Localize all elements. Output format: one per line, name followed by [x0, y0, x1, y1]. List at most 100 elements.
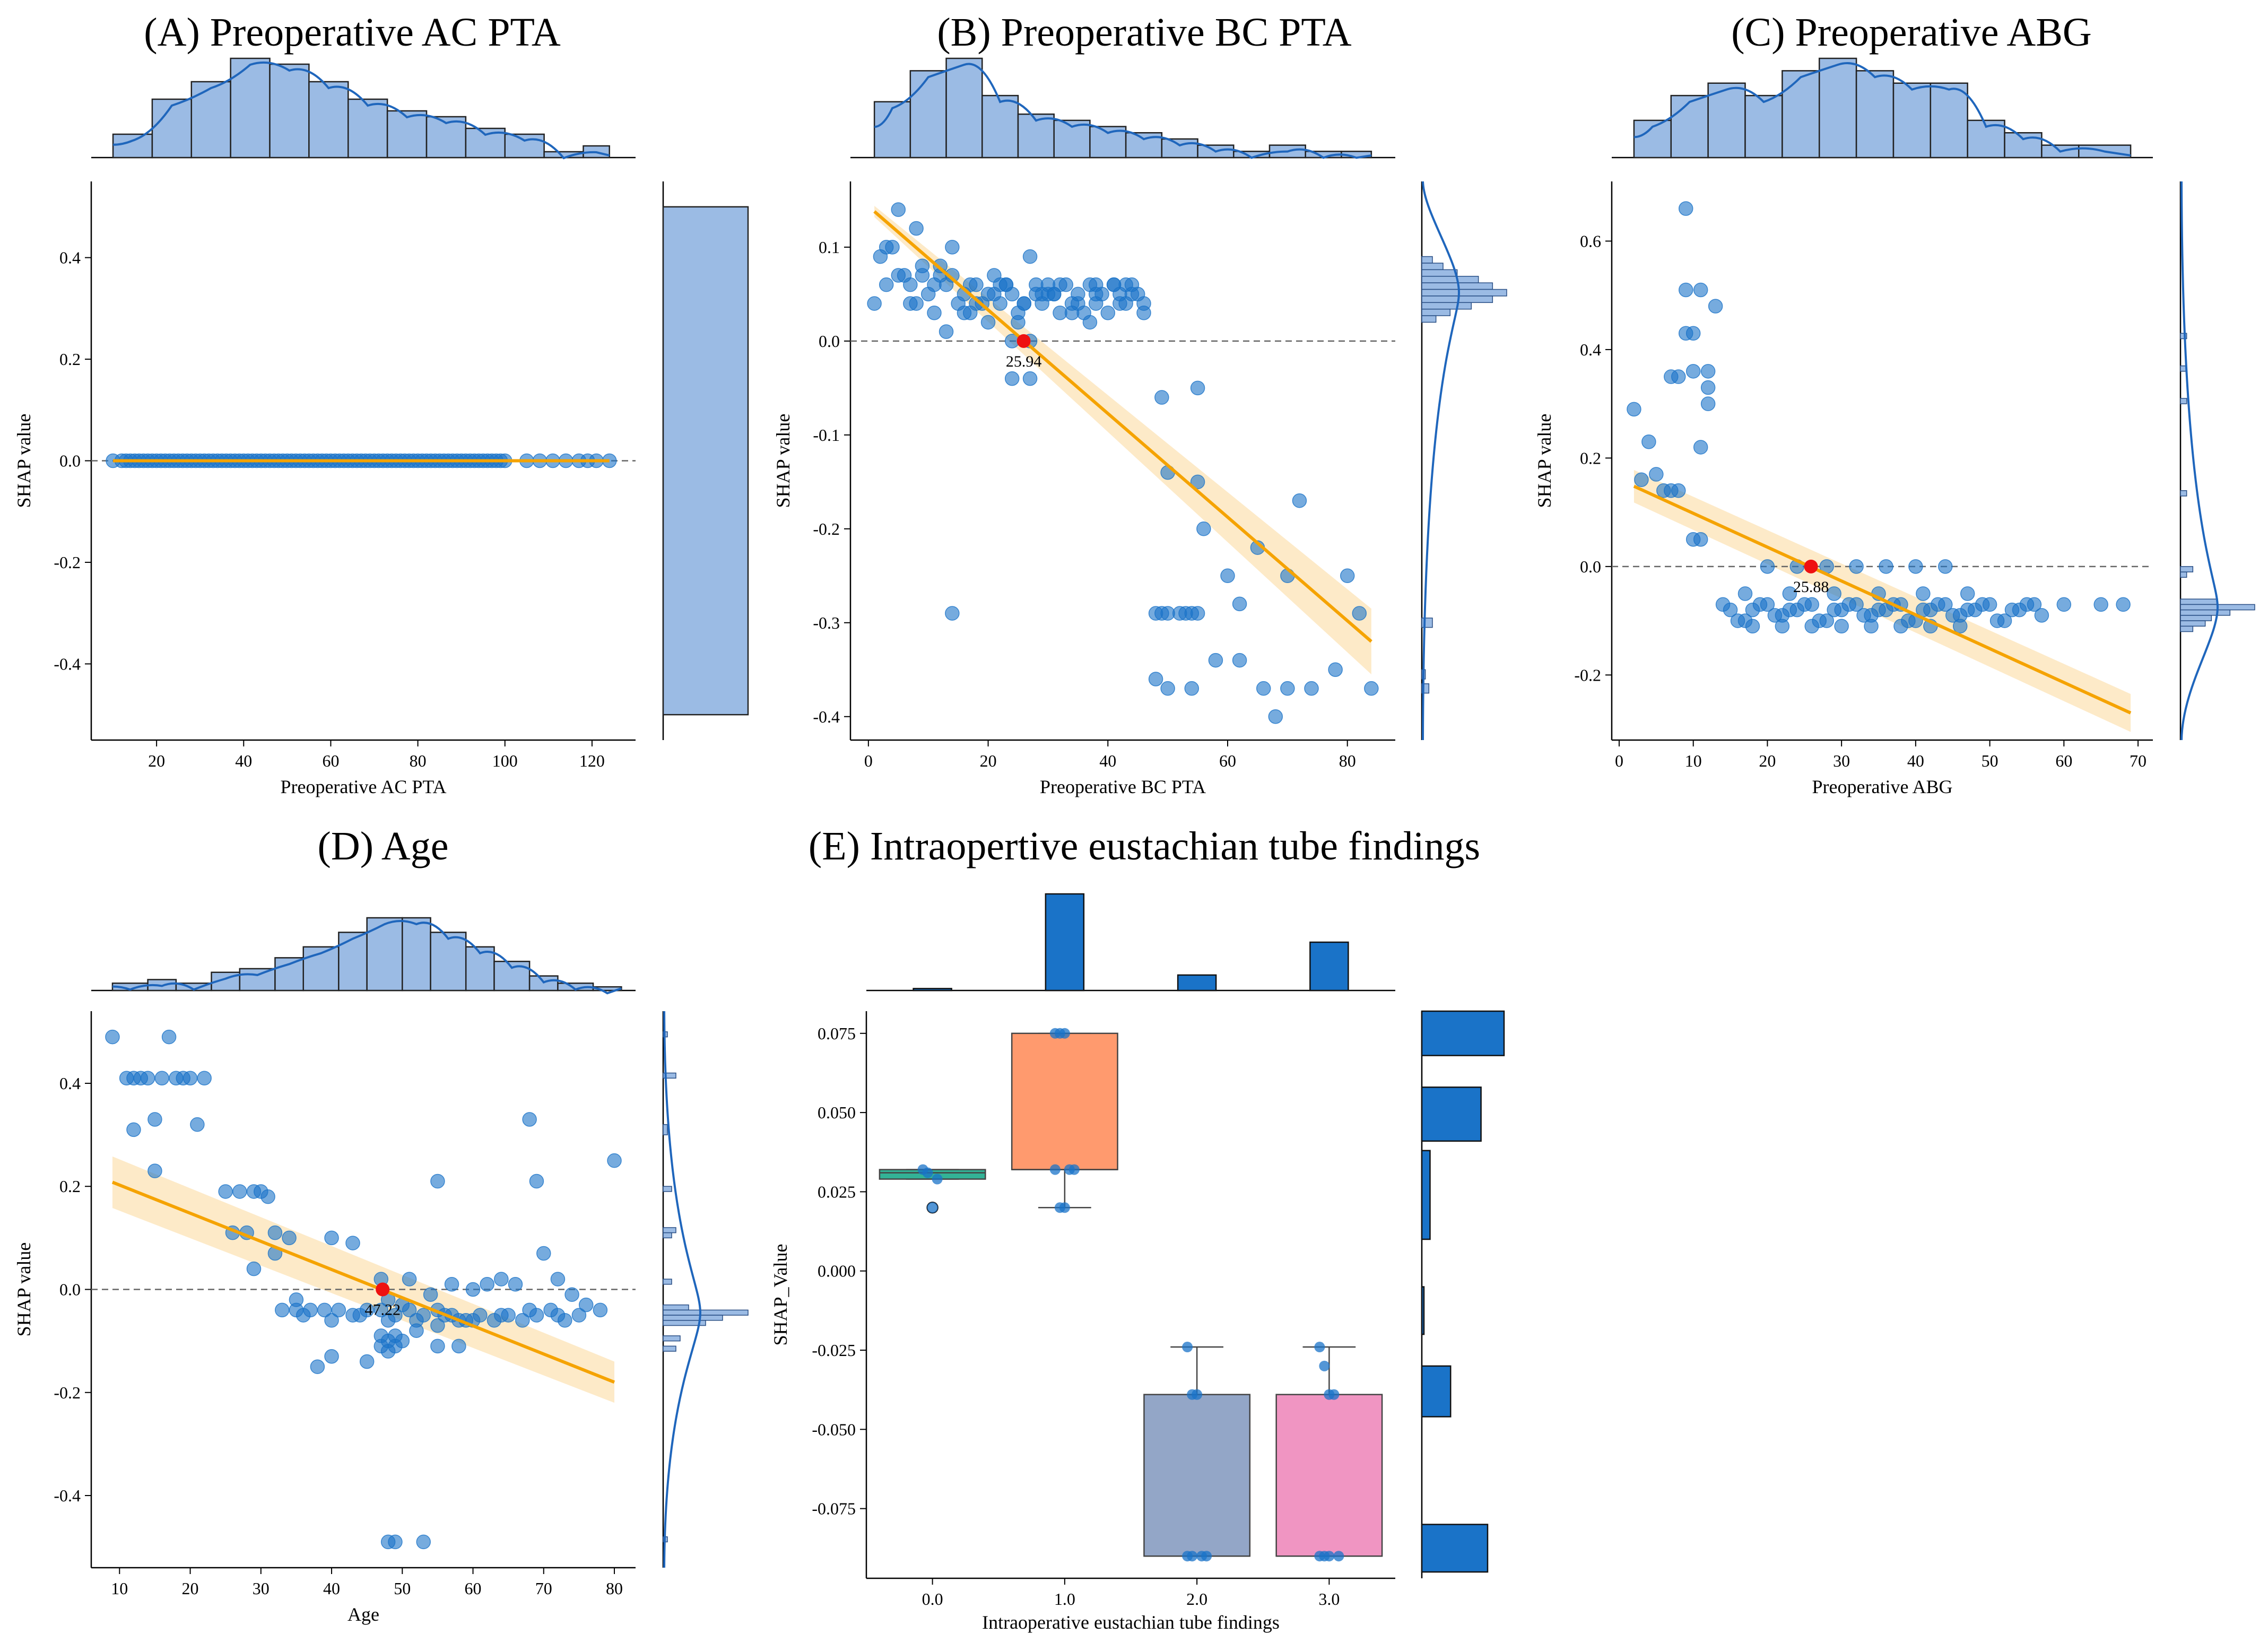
- x-tick-label: 20: [980, 751, 997, 770]
- scatter-point: [1752, 597, 1768, 612]
- y-tick-label: 0.075: [818, 1024, 856, 1043]
- scatter-point: [564, 1287, 579, 1302]
- scatter-point: [373, 1302, 389, 1318]
- scatter-point: [1678, 201, 1693, 216]
- strip-point: [922, 1167, 933, 1178]
- scatter-point: [909, 296, 924, 311]
- scatter-point: [1232, 596, 1247, 612]
- strip-point: [1319, 1360, 1330, 1371]
- right-hist-bar: [2180, 566, 2194, 572]
- scatter-point: [1827, 586, 1841, 601]
- right-hist-bar: [663, 1315, 723, 1321]
- top-kde-curve-A: [113, 61, 610, 160]
- y-tick-label: 0.4: [1580, 340, 1601, 359]
- y-tick-label: -0.4: [813, 707, 840, 726]
- y-tick-label: 0.0: [1580, 557, 1601, 576]
- scatter-point: [1160, 681, 1175, 696]
- scatter-point: [1685, 364, 1701, 379]
- right-hist-bar: [1421, 289, 1507, 297]
- top-hist-bar: [366, 917, 403, 992]
- x-tick-label: 3.0: [1318, 1589, 1340, 1609]
- right-hist-bar: [663, 1124, 668, 1135]
- intersection-label-C: 25.88: [1793, 578, 1829, 596]
- scatter-point: [1856, 608, 1871, 623]
- trend-line-D: [111, 1180, 615, 1384]
- scatter-point: [1280, 681, 1295, 696]
- scatter-point: [324, 1230, 339, 1246]
- top-hist-bar: [1892, 82, 1932, 159]
- top-hist-bar: [338, 932, 368, 992]
- scatter-point: [593, 1302, 608, 1318]
- strip-point: [1324, 1551, 1335, 1562]
- x-tick-label: 60: [1219, 751, 1236, 770]
- scatter-point: [140, 1071, 155, 1086]
- scatter-point: [1136, 306, 1151, 320]
- right-kde-curve-D: [663, 1011, 702, 1568]
- scatter-point: [927, 277, 942, 292]
- top-hist-bar: [528, 975, 559, 992]
- scatter-point: [126, 1122, 141, 1137]
- scatter-point: [1190, 606, 1205, 621]
- scatter-point: [480, 1277, 494, 1292]
- top-hist-bar: [239, 968, 276, 992]
- y-tick-label: 0.000: [818, 1262, 856, 1281]
- scatter-point: [1931, 597, 1945, 612]
- top-hist-bar: [112, 133, 153, 159]
- scatter-point: [1700, 364, 1716, 379]
- scatter-point: [154, 1071, 169, 1086]
- x-tick-label: 2.0: [1186, 1589, 1207, 1609]
- scatter-point: [909, 221, 924, 236]
- top-count-bar: [913, 988, 952, 992]
- top-hist-bar: [1818, 57, 1857, 159]
- scatter-point: [1022, 371, 1038, 386]
- scatter-point: [1184, 681, 1200, 696]
- y-tick-label: -0.075: [812, 1499, 856, 1518]
- right-hist-bar: [2180, 333, 2187, 340]
- y-tick-label: -0.2: [54, 1383, 81, 1402]
- top-count-bar: [1309, 941, 1349, 992]
- right-hist-bar: [2180, 490, 2187, 497]
- scatter-point: [430, 1174, 445, 1189]
- scatter-point: [218, 1184, 233, 1199]
- scatter-point: [296, 1308, 311, 1323]
- top-hist-bar: [493, 960, 531, 992]
- right-hist-bar: [2180, 398, 2187, 404]
- scatter-point: [147, 1163, 162, 1178]
- scatter-point: [345, 1236, 360, 1250]
- top-hist-bar: [1782, 70, 1820, 159]
- scatter-point: [993, 277, 1007, 292]
- strip-point: [1059, 1202, 1070, 1213]
- x-tick-label: 80: [1339, 751, 1356, 770]
- scatter-point: [550, 1272, 566, 1287]
- top-hist-bar: [1707, 82, 1746, 159]
- x-tick-label: 70: [535, 1579, 552, 1598]
- y-tick-label: -0.4: [54, 1486, 81, 1505]
- scatter-point: [1938, 559, 1953, 574]
- y-tick-label: -0.2: [813, 519, 840, 538]
- y-axis-label-B: SHAP value: [772, 414, 794, 508]
- x-tick-label: 20: [148, 751, 165, 770]
- right-hist-bar: [663, 1072, 676, 1079]
- y-tick-label: -0.025: [812, 1341, 856, 1360]
- scatter-point: [945, 268, 960, 283]
- top-hist-bar: [1161, 138, 1198, 159]
- scatter-point: [867, 296, 882, 311]
- x-axis-label-E: Intraoperative eustachian tube findings: [982, 1612, 1280, 1633]
- y-axis-label-D: SHAP value: [13, 1242, 34, 1337]
- x-tick-label: 70: [2130, 751, 2147, 770]
- box-2.0: [1143, 1394, 1251, 1557]
- scatter-point: [1804, 619, 1820, 634]
- top-hist-bar: [190, 81, 231, 159]
- scatter-point: [1029, 277, 1044, 292]
- scatter-point: [1693, 440, 1708, 455]
- y-axis-label-C: SHAP value: [1534, 414, 1555, 508]
- strip-point: [927, 1202, 938, 1213]
- scatter-point: [571, 1308, 587, 1323]
- top-kde-curve-C: [1633, 62, 2131, 157]
- scatter-point: [1154, 390, 1169, 405]
- strip-point: [1201, 1551, 1212, 1562]
- scatter-point: [1879, 559, 1893, 574]
- x-tick-label: 60: [2055, 751, 2072, 770]
- x-axis-label-D: Age: [347, 1604, 379, 1625]
